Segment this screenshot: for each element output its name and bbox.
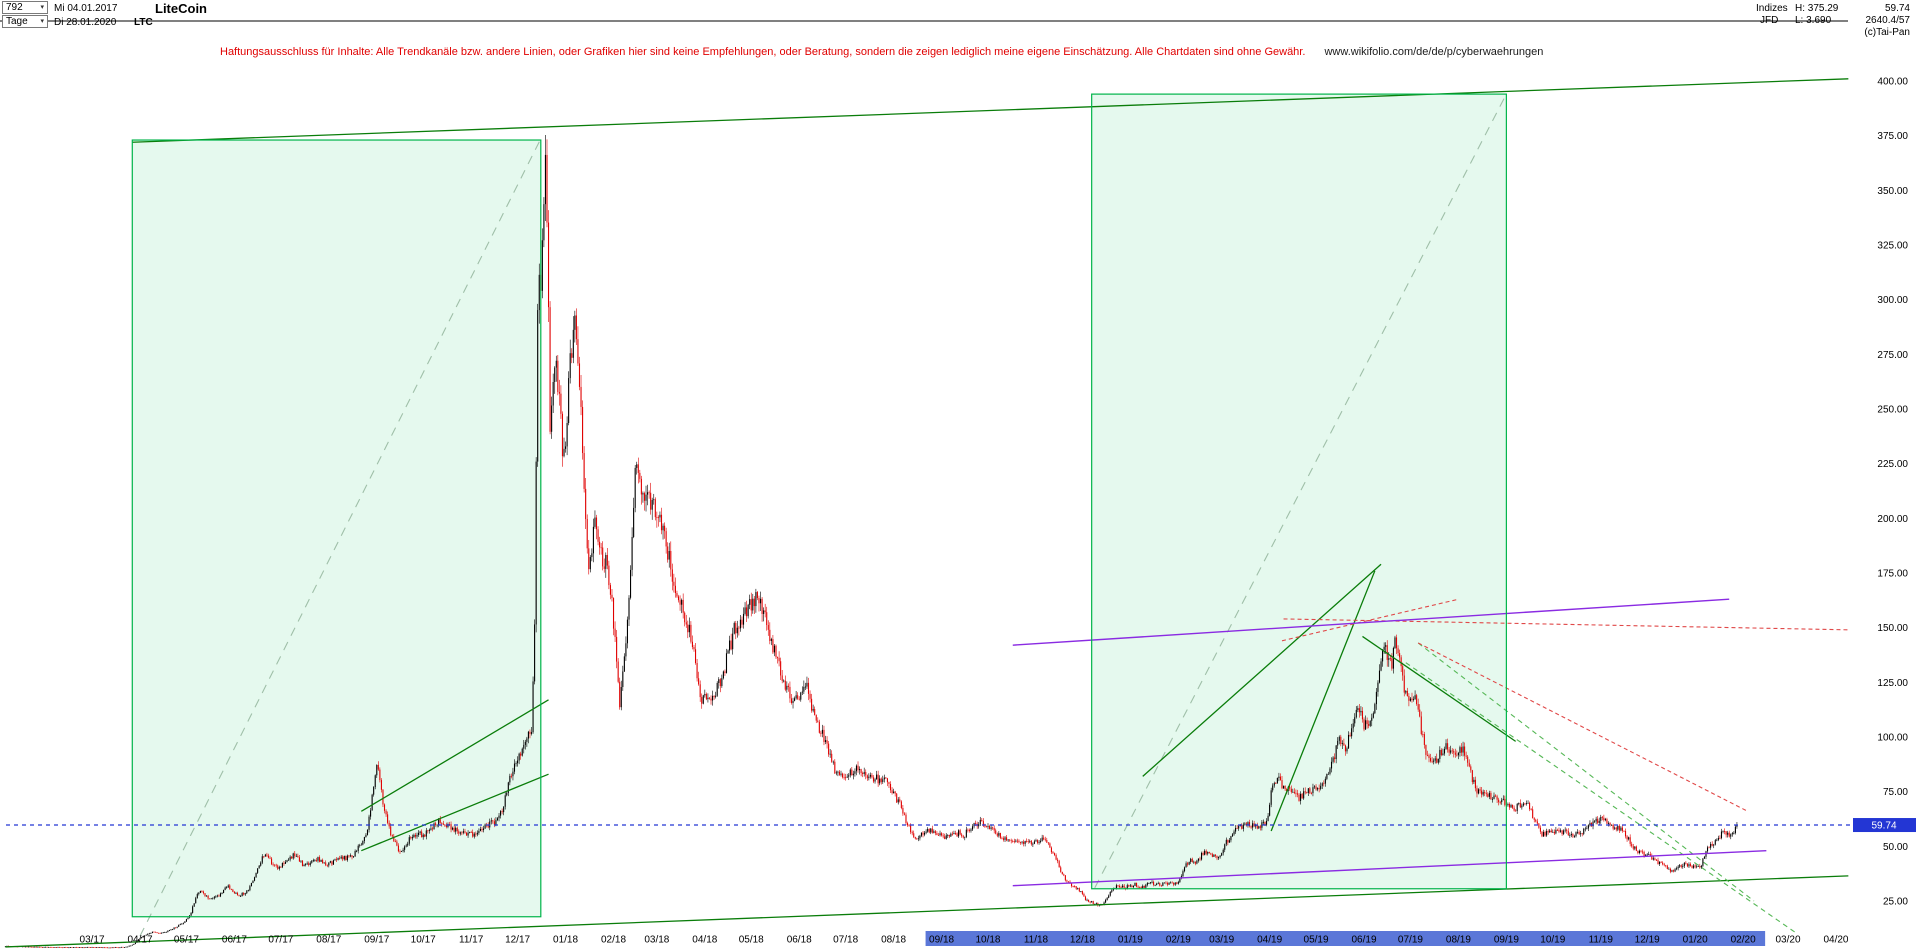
price-axis-label: 150.00	[1877, 623, 1908, 634]
period-dropdown[interactable]: Tage ▾	[2, 15, 48, 28]
price-axis-label: 400.00	[1877, 76, 1908, 87]
low-value-label: L: 3.690	[1795, 15, 1832, 26]
date-axis-label: 03/20	[1775, 935, 1800, 946]
date-axis-label: 12/18	[1070, 935, 1095, 946]
date-axis-label: 01/18	[553, 935, 578, 946]
current-price-layer: 59.74	[6, 818, 1916, 833]
price-axis-label: 200.00	[1877, 514, 1908, 525]
symbol-label: LTC	[134, 17, 153, 28]
highlight-boxes	[132, 94, 1507, 917]
price-axis-label: 325.00	[1877, 240, 1908, 251]
current-price-tag	[1853, 818, 1916, 833]
date-axis-label: 11/17	[459, 935, 484, 946]
price-axis-label: 225.00	[1877, 459, 1908, 470]
date-axis-label: 05/18	[739, 935, 764, 946]
date-axis-label: 09/19	[1494, 935, 1519, 946]
date-axis-label: 09/17	[364, 935, 389, 946]
price-axis-label: 350.00	[1877, 186, 1908, 197]
date-axis-label: 05/17	[174, 935, 199, 946]
price-axis-label: 75.00	[1883, 787, 1908, 798]
date-axis-label: 03/19	[1209, 935, 1234, 946]
volume-label: 2640.4/57	[1865, 15, 1911, 26]
chevron-down-icon: ▾	[40, 4, 44, 11]
date-axis-label: 03/18	[644, 935, 669, 946]
disclaimer-url: www.wikifolio.com/de/de/p/cyberwaehrunge…	[1324, 46, 1544, 58]
date-axis-label: 08/17	[316, 935, 341, 946]
date-axis-label: 10/19	[1540, 935, 1565, 946]
highlight-box-borders	[131, 93, 1507, 918]
start-date-label[interactable]: Mi 04.01.2017	[54, 3, 118, 14]
disclaimer-text: Haftungsausschluss für Inhalte: Alle Tre…	[220, 46, 1543, 58]
date-axis-label: 04/20	[1823, 935, 1848, 946]
date-axis-label: 11/19	[1589, 935, 1614, 946]
date-axis-label: 07/17	[268, 935, 293, 946]
price-axis-label: 175.00	[1877, 568, 1908, 579]
date-axis-label: 02/19	[1166, 935, 1191, 946]
price-axis-label: 100.00	[1877, 732, 1908, 743]
date-axis-label: 04/17	[128, 935, 153, 946]
price-axis-label: 25.00	[1883, 897, 1908, 908]
date-axis-label: 06/17	[222, 935, 247, 946]
current-price-tag-value: 59.74	[1871, 821, 1896, 832]
instrument-title: LiteCoin	[155, 1, 207, 16]
price-axis-label: 275.00	[1877, 350, 1908, 361]
price-axis-label: 50.00	[1883, 842, 1908, 853]
date-axis-label: 07/19	[1398, 935, 1423, 946]
end-date-label[interactable]: Di 28.01.2020	[54, 17, 117, 28]
date-axis-label: 04/18	[692, 935, 717, 946]
date-axis-label: 06/19	[1352, 935, 1377, 946]
copyright-label: (c)Tai-Pan	[1864, 27, 1910, 38]
date-axis-label: 05/19	[1304, 935, 1329, 946]
date-axis-label: 08/19	[1446, 935, 1471, 946]
candles-layer	[4, 135, 1738, 949]
date-axis-label: 07/18	[833, 935, 858, 946]
high-value-label: H: 375.29	[1795, 3, 1839, 14]
price-axis-label: 375.00	[1877, 131, 1908, 142]
segment-label: Indizes	[1756, 3, 1788, 14]
date-axis-label: 10/17	[411, 935, 436, 946]
price-axis-label: 300.00	[1877, 295, 1908, 306]
feed-label: JFD	[1760, 15, 1779, 26]
period-value: Tage	[6, 16, 28, 27]
last-price-label: 59.74	[1884, 3, 1910, 14]
date-axis-label: 02/18	[601, 935, 626, 946]
date-axis-label: 06/18	[787, 935, 812, 946]
bars-count-dropdown[interactable]: 792 ▾	[2, 1, 48, 14]
dashed-diagonals	[139, 93, 1507, 937]
date-axis-label: 09/18	[929, 935, 954, 946]
date-axis-label: 02/20	[1731, 935, 1756, 946]
date-axis-label: 10/18	[975, 935, 1000, 946]
price-axis: 25.00 50.00 75.00 100.00 125.00 150.00 175.00 2…	[1877, 76, 1908, 907]
price-axis-label: 125.00	[1877, 678, 1908, 689]
date-axis-label: 12/17	[505, 935, 530, 946]
chevron-down-icon: ▾	[40, 18, 44, 25]
date-axis: 03/17 04/17 05/17 06/17 07/17 08/17 09/17 10/17…	[80, 931, 1849, 946]
trendlines-layer	[5, 78, 1849, 948]
date-axis-label: 11/18	[1024, 935, 1049, 946]
date-axis-label: 08/18	[881, 935, 906, 946]
bars-count-value: 792	[6, 2, 23, 13]
disclaimer-main: Haftungsausschluss für Inhalte: Alle Tre…	[220, 46, 1306, 58]
date-axis-label: 03/17	[80, 935, 105, 946]
date-axis-label: 12/19	[1635, 935, 1660, 946]
price-axis-label: 250.00	[1877, 404, 1908, 415]
date-axis-label: 01/20	[1683, 935, 1708, 946]
date-axis-label: 04/19	[1257, 935, 1282, 946]
date-axis-label: 01/19	[1118, 935, 1143, 946]
